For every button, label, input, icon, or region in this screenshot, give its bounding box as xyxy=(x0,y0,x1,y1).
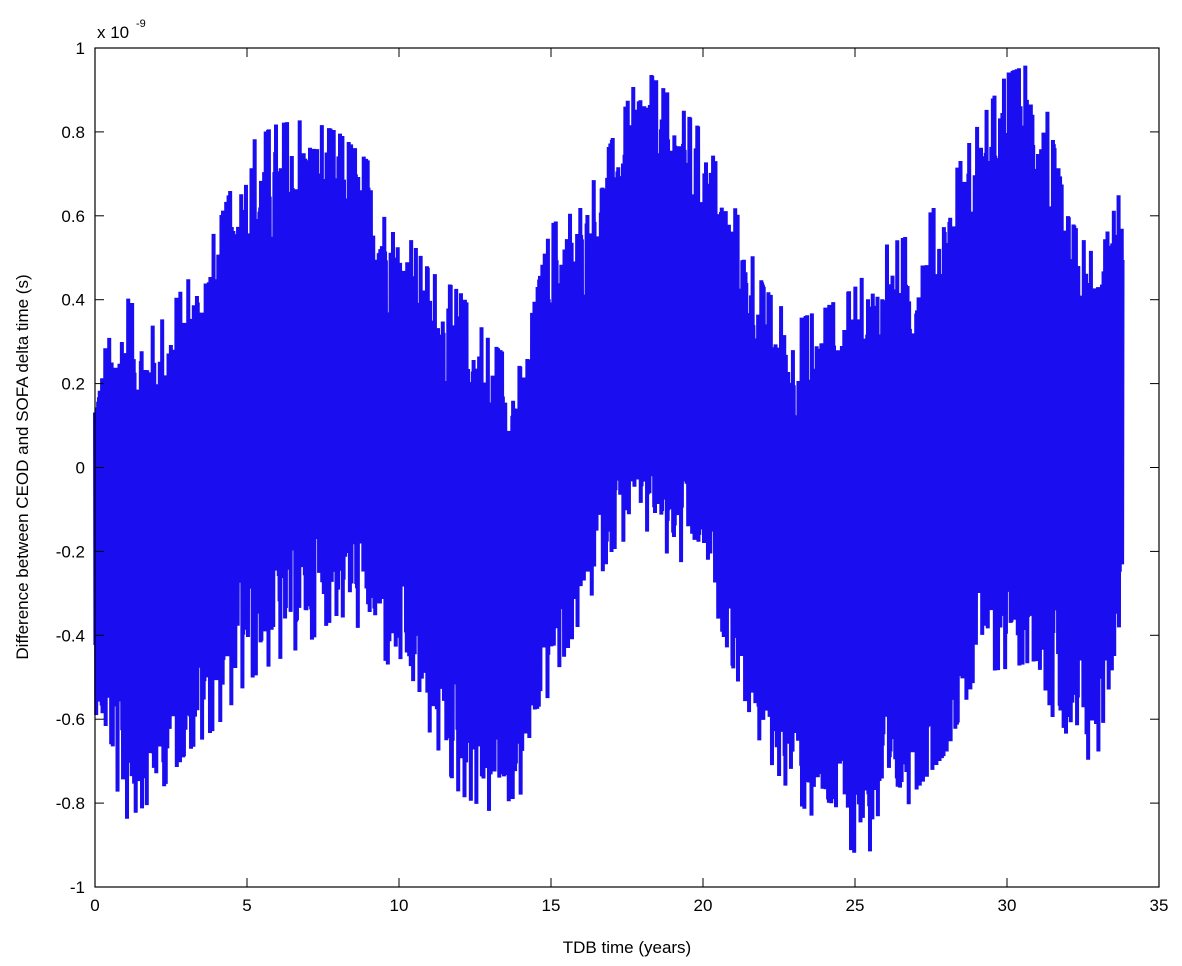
x-tick-label: 35 xyxy=(1150,896,1169,915)
y-tick-label: 1 xyxy=(76,39,85,58)
y-multiplier-label: x 10 xyxy=(97,23,129,42)
y-tick-label: 0.6 xyxy=(61,207,85,226)
x-tick-label: 10 xyxy=(390,896,409,915)
x-tick-label: 20 xyxy=(694,896,713,915)
series-line xyxy=(93,65,1125,853)
y-multiplier-exponent: -9 xyxy=(136,18,146,30)
y-tick-label: 0.2 xyxy=(61,375,85,394)
y-tick-label: 0.8 xyxy=(61,123,85,142)
ticks-layer: 0 5 10 15 20 25 30 35 -1 -0.8 -0.6 -0.4 -0.2 0 0.2 0.4 0… xyxy=(56,39,1169,915)
y-tick-label: -1 xyxy=(70,878,85,897)
y-tick-label: 0.4 xyxy=(61,291,85,310)
x-tick-label: 5 xyxy=(242,896,251,915)
x-tick-label: 0 xyxy=(90,896,99,915)
x-axis-label: TDB time (years) xyxy=(563,938,691,957)
y-tick-label: -0.8 xyxy=(56,794,85,813)
x-tick-label: 15 xyxy=(542,896,561,915)
y-tick-label: -0.6 xyxy=(56,710,85,729)
y-tick-label: -0.2 xyxy=(56,542,85,561)
y-tick-label: 0 xyxy=(76,459,85,478)
x-tick-label: 25 xyxy=(846,896,865,915)
y-tick-label: -0.4 xyxy=(56,626,85,645)
y-axis-label: Difference between CEOD and SOFA delta t… xyxy=(13,274,32,659)
series-layer xyxy=(93,65,1125,853)
x-tick-label: 30 xyxy=(998,896,1017,915)
